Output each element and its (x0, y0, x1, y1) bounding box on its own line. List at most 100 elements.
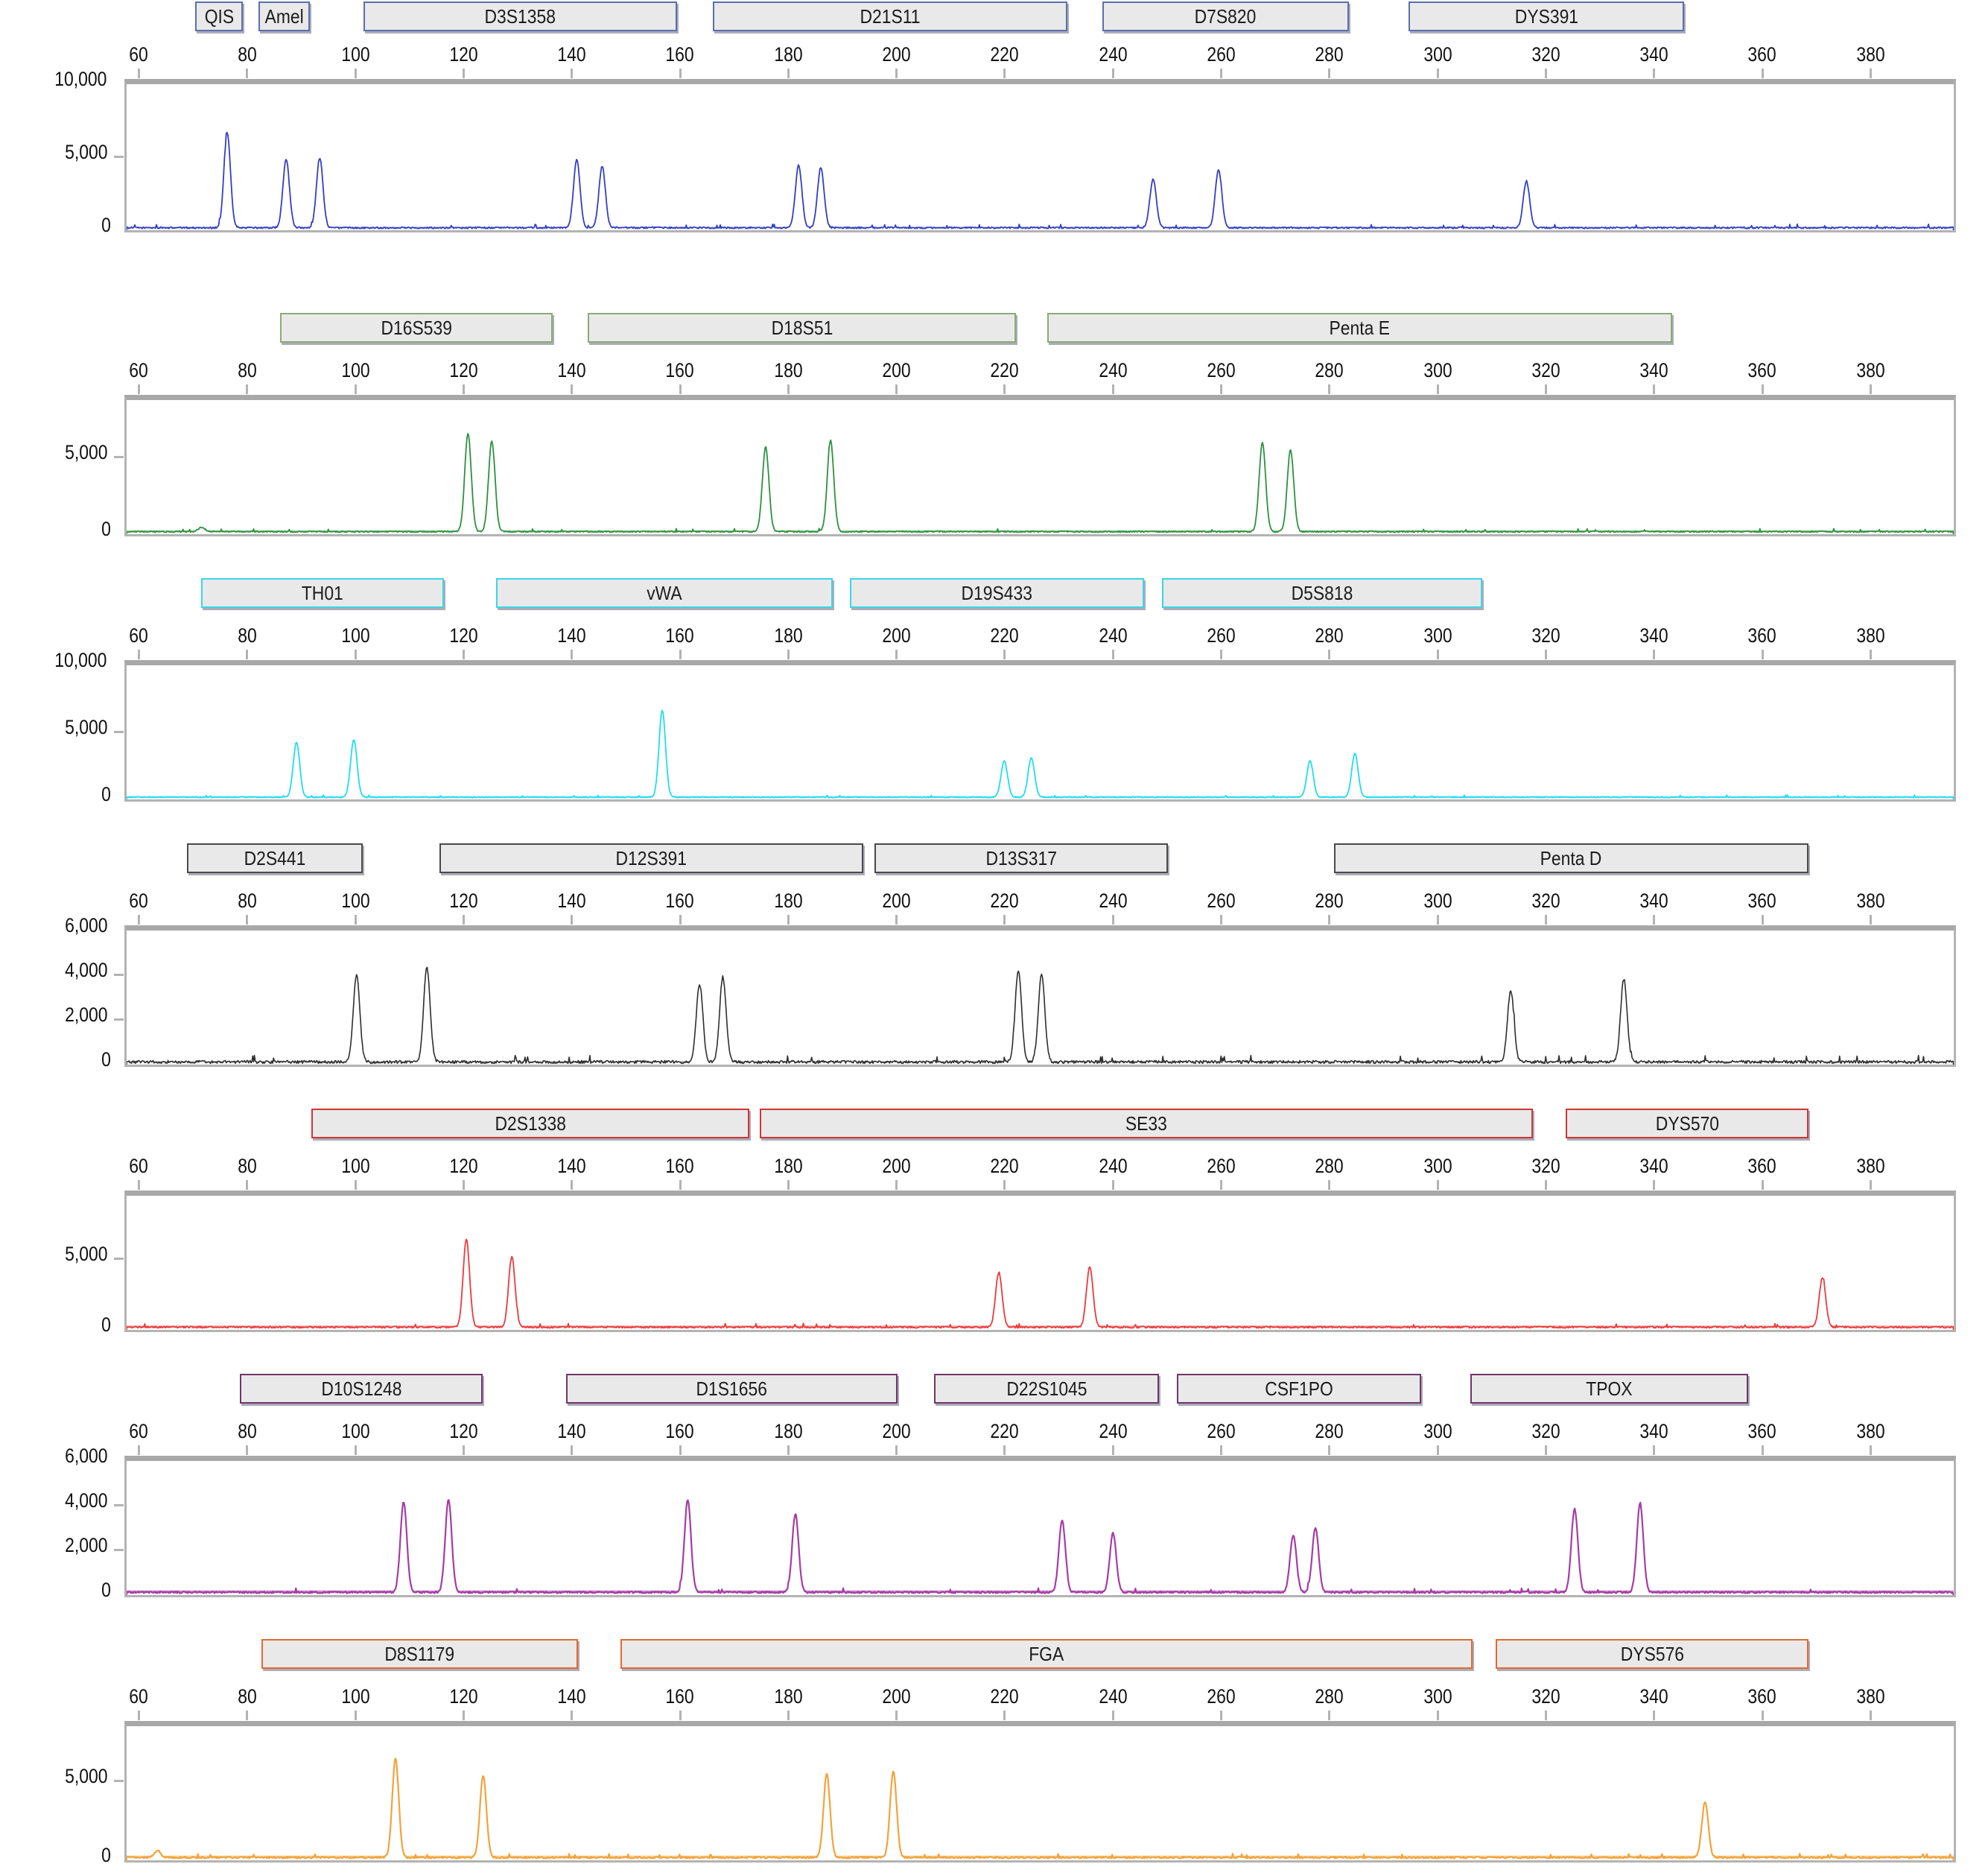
x-tick (571, 650, 574, 659)
signal-trace (127, 131, 1954, 230)
x-tick-label: 80 (214, 43, 281, 66)
x-tick (1761, 384, 1764, 394)
x-tick-label-text: 220 (990, 1685, 1020, 1708)
x-tick-label-text: 260 (1207, 1685, 1236, 1708)
x-tick-label: 280 (1296, 624, 1363, 647)
x-tick-label: 200 (863, 43, 930, 66)
x-tick-label: 120 (430, 359, 497, 382)
x-tick (1111, 1180, 1114, 1190)
x-tick (1111, 650, 1114, 659)
x-tick (1544, 915, 1547, 925)
x-tick (1220, 650, 1222, 659)
x-tick-label: 280 (1296, 1155, 1363, 1178)
x-tick-label: 180 (755, 624, 822, 647)
x-tick (246, 1180, 249, 1190)
x-tick-label: 320 (1512, 890, 1579, 913)
x-tick-label: 340 (1621, 1155, 1688, 1178)
x-tick (462, 915, 465, 925)
x-tick (462, 384, 465, 394)
x-tick-label: 240 (1079, 624, 1146, 647)
x-tick-label-text: 60 (129, 1420, 149, 1442)
x-tick-label-text: 300 (1423, 1155, 1452, 1177)
x-tick-label: 60 (106, 1155, 173, 1178)
trace-cyan (127, 709, 1954, 799)
locus-label-text: D5S818 (1291, 581, 1353, 604)
locus-label-D2S1338: D2S1338 (311, 1109, 750, 1138)
x-tick-label-text: 100 (340, 359, 370, 381)
y-tick-label-text: 0 (101, 1579, 111, 1601)
locus-label-text: QIS (204, 4, 234, 28)
locus-label-D19S433: D19S433 (850, 578, 1144, 608)
x-tick (1869, 650, 1872, 659)
y-tick (114, 1018, 124, 1021)
x-tick-label-text: 120 (449, 43, 478, 66)
x-tick (462, 650, 465, 659)
x-tick-label-text: 160 (665, 359, 695, 381)
y-tick-label: 5,000 (13, 1765, 112, 1788)
x-tick-label: 220 (971, 1420, 1038, 1443)
x-tick-label: 300 (1404, 43, 1471, 66)
x-tick (462, 1180, 465, 1190)
x-tick-label-text: 380 (1856, 890, 1885, 912)
locus-label-D5S818: D5S818 (1161, 578, 1483, 608)
x-tick-label-text: 140 (557, 1155, 586, 1177)
locus-label-FGA: FGA (620, 1639, 1473, 1669)
x-tick (679, 1711, 682, 1720)
x-tick (1111, 69, 1114, 78)
x-tick-label: 120 (430, 890, 497, 913)
x-tick (354, 384, 357, 394)
x-tick-label-text: 140 (557, 1685, 586, 1708)
x-tick-label-text: 60 (129, 359, 149, 381)
locus-label-D3S1358: D3S1358 (363, 1, 677, 31)
y-tick-label-text: 0 (101, 214, 111, 236)
locus-label-D12S391: D12S391 (439, 843, 863, 873)
x-tick (679, 69, 682, 78)
x-tick-label: 80 (214, 624, 281, 647)
x-tick-label: 180 (755, 1420, 822, 1443)
trace-purple (127, 1499, 1954, 1595)
x-tick-label: 300 (1404, 1155, 1471, 1178)
locus-label-CSF1PO: CSF1PO (1176, 1374, 1421, 1404)
x-tick (1761, 1180, 1764, 1190)
x-tick-label: 80 (214, 1155, 281, 1178)
x-tick-label: 120 (430, 624, 497, 647)
x-tick (354, 69, 357, 78)
x-tick-label: 260 (1188, 624, 1255, 647)
x-tick-label: 260 (1188, 1420, 1255, 1443)
locus-label-text: D12S391 (615, 846, 687, 869)
x-tick-label-text: 180 (774, 1155, 803, 1177)
x-tick-label: 160 (647, 1155, 714, 1178)
x-tick-label-text: 300 (1423, 624, 1452, 647)
x-tick-label-text: 360 (1747, 359, 1777, 381)
x-tick-label: 260 (1188, 43, 1255, 66)
y-tick-label: 10,000 (13, 649, 112, 672)
x-tick (679, 1445, 682, 1455)
x-tick-label-text: 360 (1747, 1685, 1777, 1708)
y-tick-label-text: 5,000 (65, 716, 108, 738)
locus-label-text: DYS576 (1620, 1642, 1684, 1665)
y-tick-label-text: 0 (101, 1048, 111, 1071)
x-tick (1328, 650, 1331, 659)
x-tick-label: 260 (1188, 1685, 1255, 1708)
x-tick-label-text: 80 (238, 890, 257, 912)
x-tick-label-text: 60 (129, 1685, 149, 1708)
x-tick (246, 915, 249, 925)
x-tick (787, 650, 790, 659)
x-tick (571, 1445, 574, 1455)
y-tick-label-text: 10,000 (54, 649, 107, 671)
x-tick-label: 160 (647, 359, 714, 382)
x-tick (1111, 915, 1114, 925)
x-tick-label: 340 (1621, 359, 1688, 382)
x-tick-label-text: 220 (990, 624, 1020, 647)
locus-label-text: vWA (647, 581, 682, 604)
panel-green: D16S539 D18S51 Penta E 60 80 100 120 140 160 180 2… (0, 265, 1988, 540)
locus-label-text: CSF1PO (1265, 1377, 1333, 1400)
locus-label-D16S539: D16S539 (280, 313, 553, 343)
x-tick-label: 220 (971, 1155, 1038, 1178)
y-tick-label-text: 2,000 (65, 1004, 108, 1026)
x-tick-label: 60 (106, 624, 173, 647)
panel-red: D2S1338 SE33 DYS570 60 80 100 120 140 160 180 200 2… (0, 1061, 1988, 1336)
locus-label-text: TH01 (301, 581, 343, 604)
locus-label-D8S1179: D8S1179 (261, 1639, 579, 1669)
plot-area-blue (124, 79, 1956, 232)
